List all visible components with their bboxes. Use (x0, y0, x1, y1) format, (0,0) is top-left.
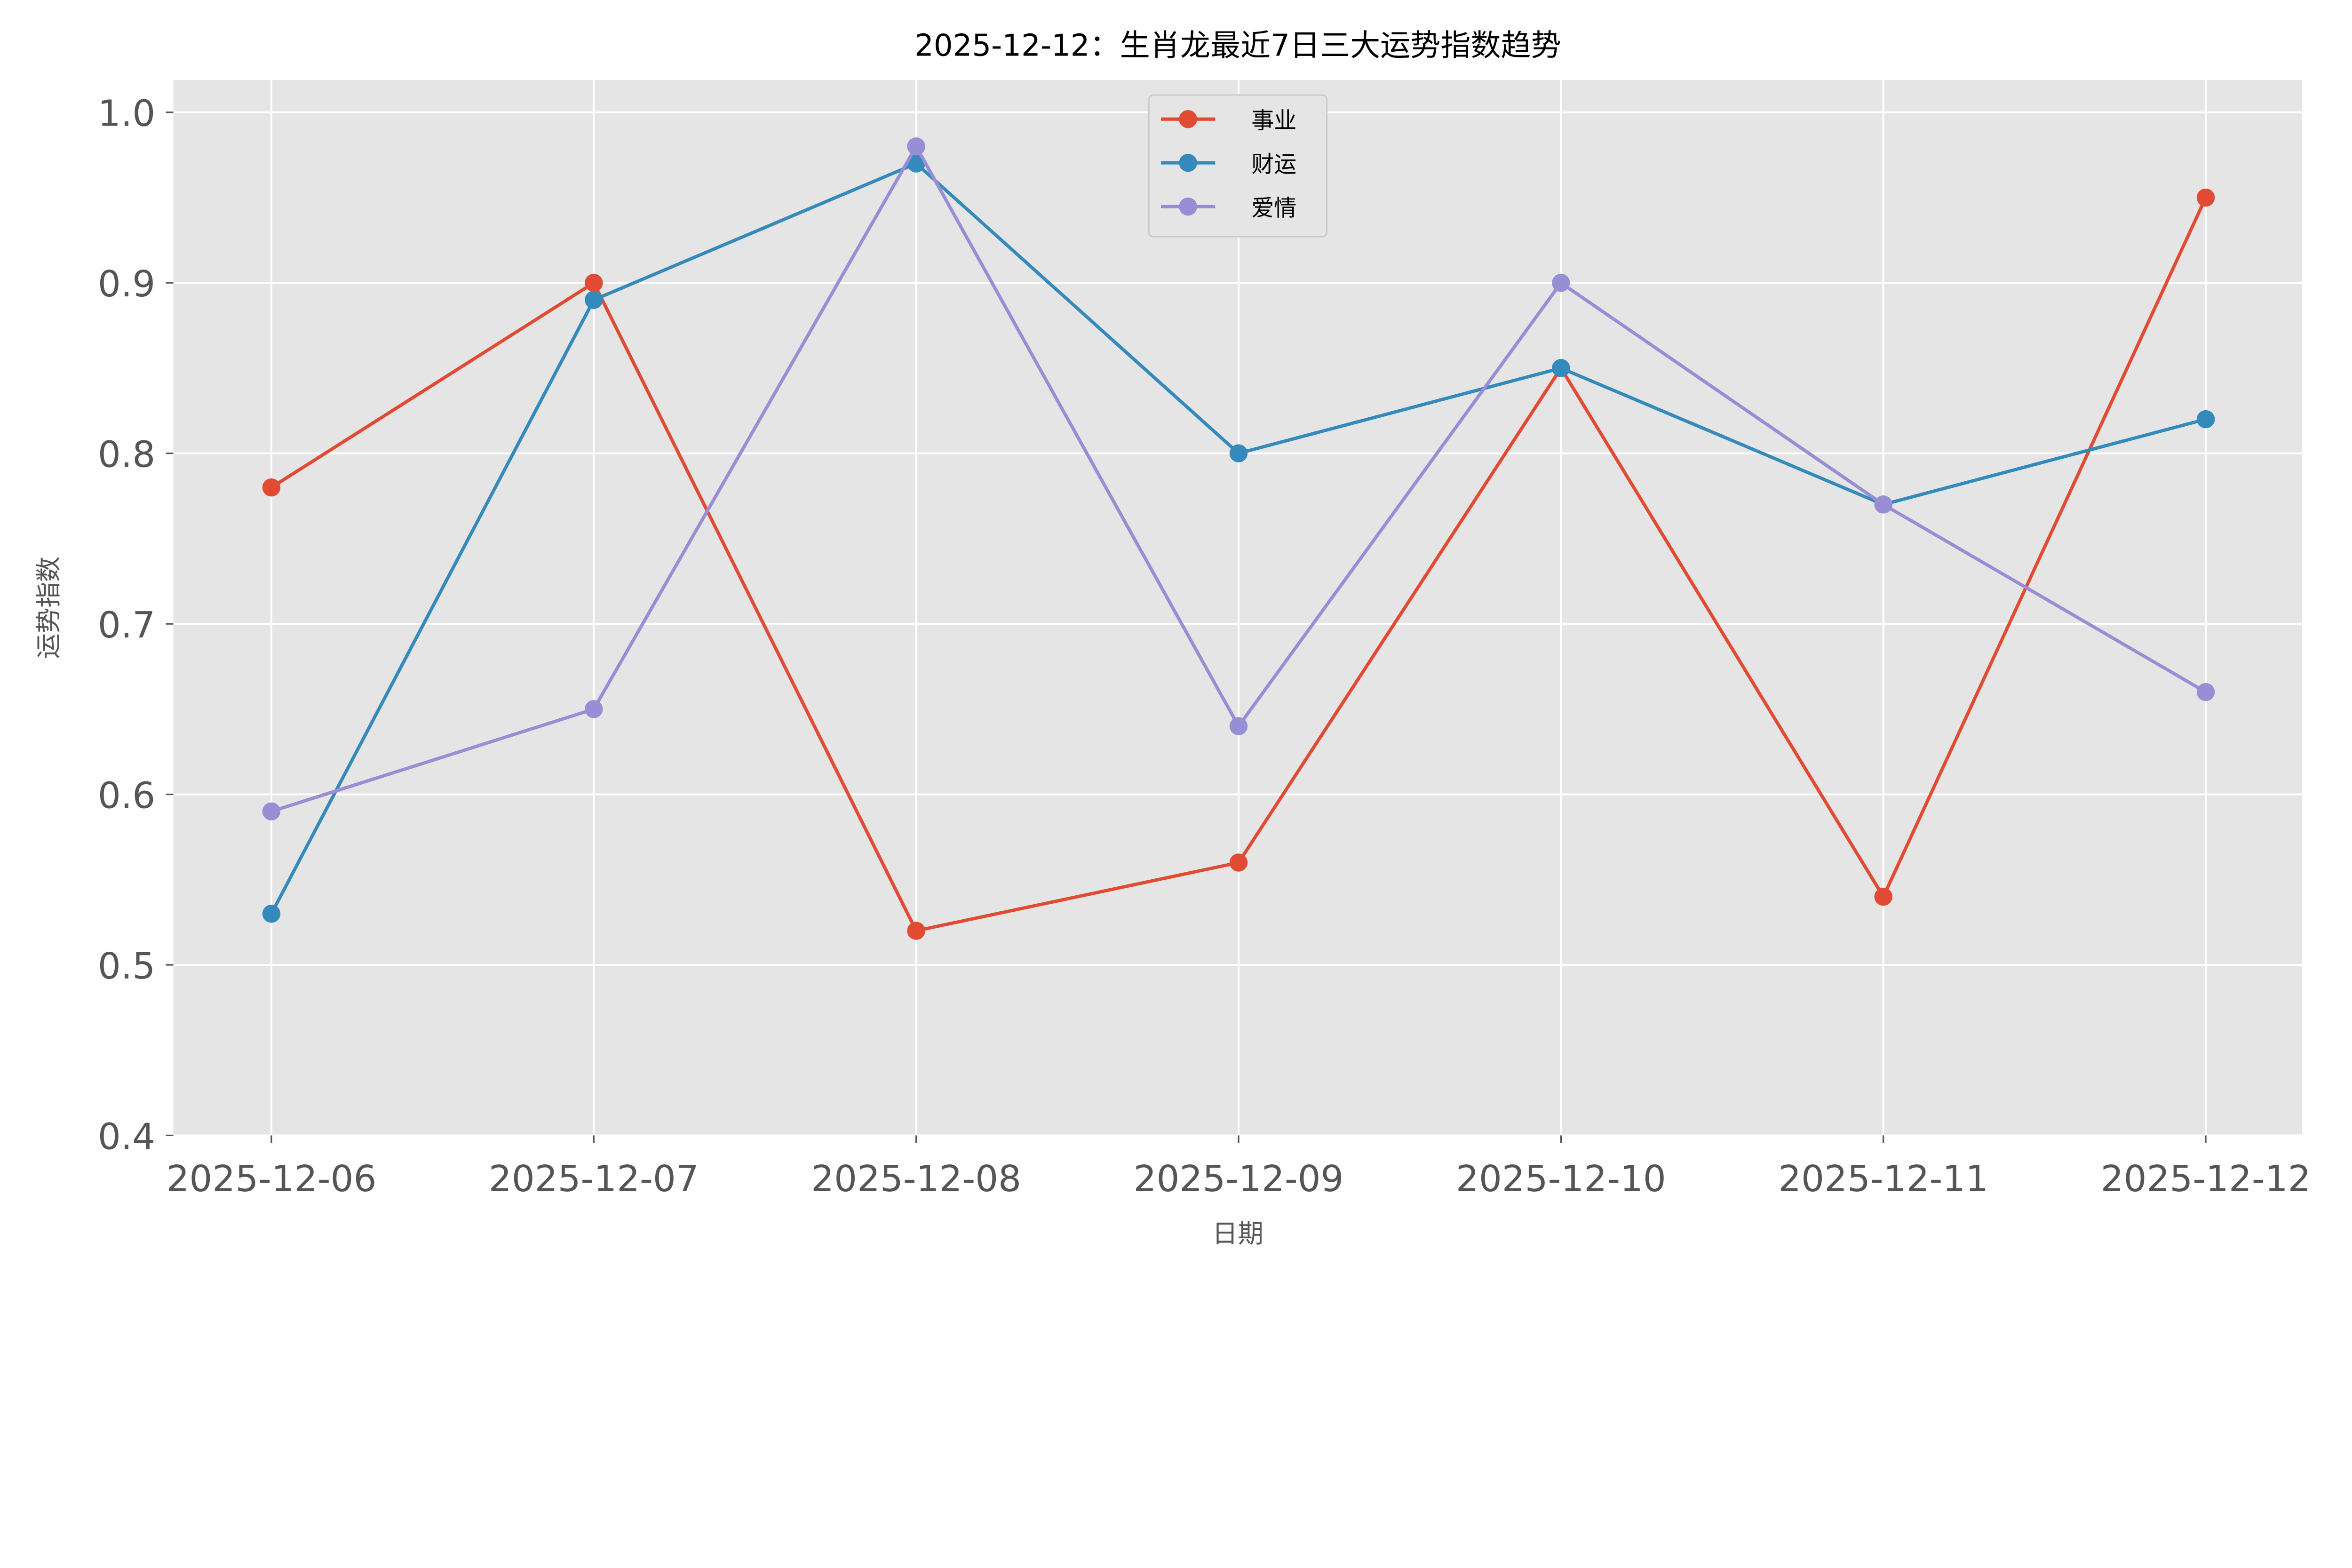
data-point (262, 905, 281, 923)
data-point (2196, 188, 2215, 207)
x-tick-label: 2025-12-12 (2101, 1158, 2311, 1200)
data-point (262, 478, 281, 497)
x-tick-label: 2025-12-09 (1134, 1158, 1344, 1200)
line-chart: 2025-12-06 2025-12-07 2025-12-08 2025-12-09… (33, 29, 2311, 1249)
series-lines (262, 137, 2215, 940)
legend-label: 事业 (1251, 107, 1296, 134)
x-tick-label: 2025-12-08 (811, 1158, 1021, 1200)
data-point (1229, 717, 1248, 735)
legend-label: 财运 (1251, 151, 1296, 177)
data-point (1229, 853, 1248, 872)
y-tick-label: 0.8 (98, 434, 155, 476)
x-tick-label: 2025-12-07 (489, 1158, 699, 1200)
data-point (1874, 495, 1892, 514)
y-tick-label: 1.0 (98, 93, 155, 135)
data-point (1552, 359, 1570, 377)
data-point (1874, 887, 1892, 906)
y-tick-label: 0.5 (98, 946, 155, 987)
x-axis-label: 日期 (1212, 1218, 1263, 1249)
x-tick-label: 2025-12-10 (1456, 1158, 1666, 1200)
chart-title: 2025-12-12：生肖龙最近7日三大运势指数趋势 (914, 29, 1561, 64)
data-point (2196, 683, 2215, 701)
data-point (907, 137, 925, 156)
data-point (1552, 273, 1570, 292)
data-point (907, 922, 925, 940)
legend-label: 爱情 (1251, 195, 1296, 221)
y-axis-label: 运势指数 (33, 557, 64, 659)
data-point (585, 291, 603, 309)
x-tick-label: 2025-12-06 (166, 1158, 376, 1200)
legend-marker (1179, 153, 1197, 172)
data-point (585, 273, 603, 292)
y-tick-label: 0.6 (98, 775, 155, 817)
legend-marker (1179, 197, 1197, 216)
legend-marker (1179, 110, 1197, 128)
y-tick-label: 0.7 (98, 605, 155, 646)
data-point (585, 700, 603, 718)
data-point (2196, 410, 2215, 429)
tick-labels: 2025-12-06 2025-12-07 2025-12-08 2025-12-09… (98, 93, 2311, 1200)
y-tick-label: 0.4 (98, 1116, 155, 1158)
x-tick-label: 2025-12-11 (1778, 1158, 1988, 1200)
data-point (907, 154, 925, 173)
data-point (262, 802, 281, 821)
data-point (1229, 444, 1248, 462)
y-tick-label: 0.9 (98, 263, 155, 305)
